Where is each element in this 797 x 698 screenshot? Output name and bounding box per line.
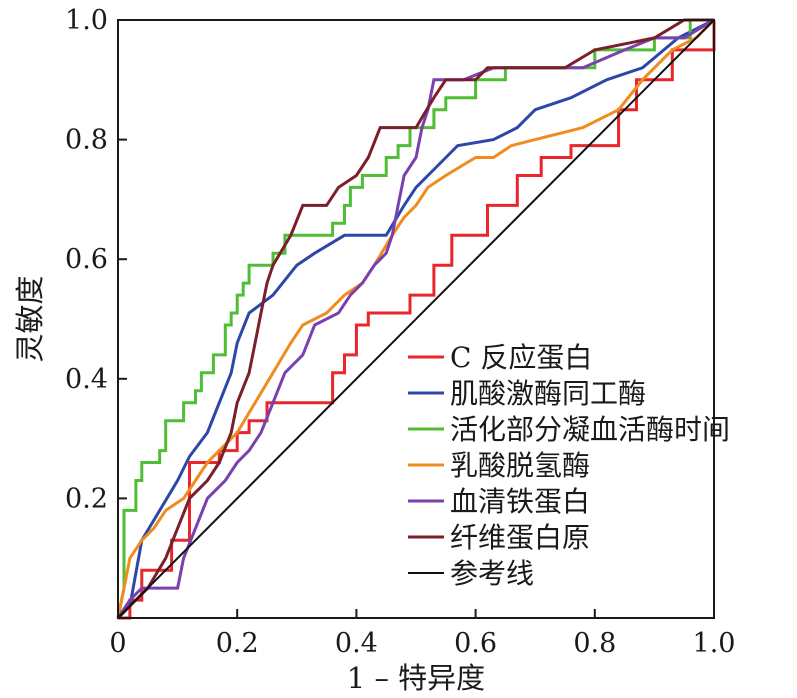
y-axis-title: 灵敏度 [13, 275, 47, 362]
legend-label: 血清铁蛋白 [450, 485, 590, 518]
x-axis-title: 1 – 特异度 [347, 661, 485, 695]
legend-label: 参考线 [450, 557, 534, 590]
x-tick-label: 0 [109, 628, 126, 659]
y-tick-label: 0.4 [65, 364, 108, 395]
series-line-2 [116, 18, 715, 620]
legend-label: C 反应蛋白 [450, 341, 592, 374]
ticks-layer: 0 0.2 0.4 0.6 0.8 1.0 0.2 0.4 0.6 0.8 1.0 [65, 5, 735, 659]
x-tick-label: 0.6 [454, 628, 497, 659]
legend: C 反应蛋白肌酸激酶同工酶活化部分凝血活酶时间乳酸脱氢酶血清铁蛋白纤维蛋白原参考… [408, 341, 730, 590]
x-tick-label: 0.4 [335, 628, 378, 659]
x-tick-label: 0.8 [573, 628, 616, 659]
plot-frame [117, 19, 715, 619]
y-tick-label: 0.6 [65, 244, 108, 275]
series-layer [116, 18, 716, 620]
series-line-7 [117, 19, 715, 619]
y-tick-label: 0.8 [65, 125, 108, 156]
legend-label: 肌酸激酶同工酶 [450, 377, 646, 410]
y-tick-label: 1.0 [65, 5, 108, 36]
legend-label: 乳酸脱氢酶 [450, 449, 590, 482]
legend-label: 纤维蛋白原 [450, 521, 590, 554]
y-tick-label: 0.2 [65, 483, 108, 514]
legend-label: 活化部分凝血活酶时间 [450, 413, 730, 446]
x-tick-label: 1.0 [693, 628, 736, 659]
series-line-6 [116, 18, 714, 620]
x-tick-label: 0.2 [216, 628, 259, 659]
